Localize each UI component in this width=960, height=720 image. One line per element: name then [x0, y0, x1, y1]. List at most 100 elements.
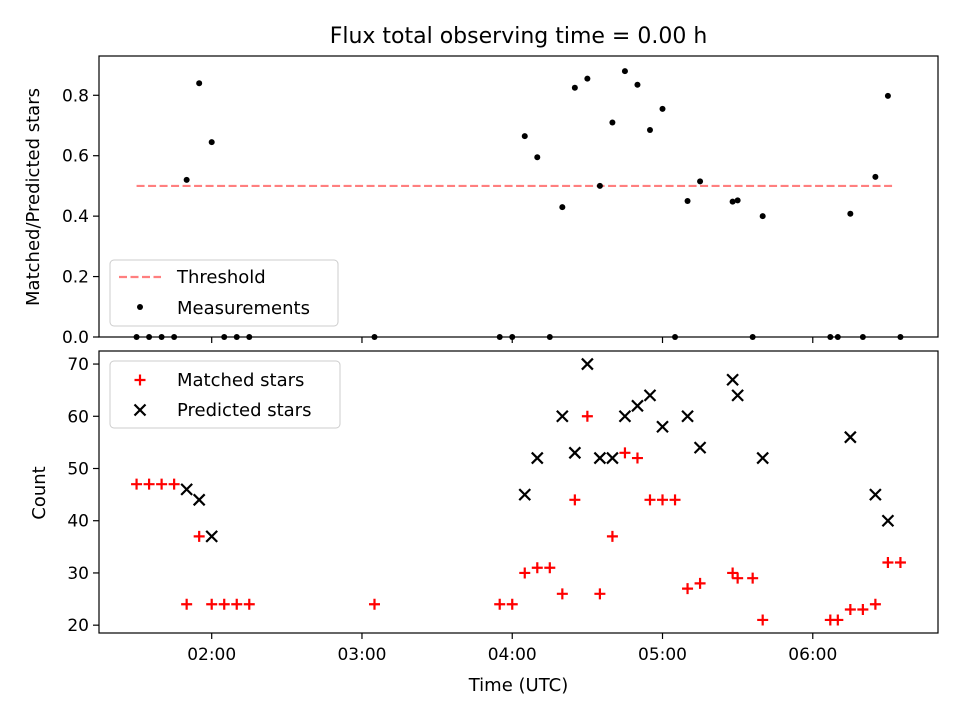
predicted-star-point [205, 530, 218, 543]
bottom-x-tick-label: 03:00 [337, 645, 386, 665]
top-legend: Threshold Measurements [109, 259, 339, 327]
bottom-x-tick-label: 02:00 [187, 645, 236, 665]
legend-threshold-label: Threshold [176, 267, 266, 288]
matched-star-point [131, 478, 143, 490]
predicted-star-point [643, 389, 657, 402]
measurement-point [759, 213, 766, 220]
matched-star-point [531, 562, 543, 574]
bottom-y-tick-label: 60 [67, 407, 89, 427]
predicted-star-point [656, 420, 669, 433]
matched-star-point [556, 588, 568, 600]
measurement-point [847, 210, 854, 217]
bottom-legend-box [109, 360, 341, 429]
bottom-legend: Matched stars Predicted stars [109, 360, 341, 429]
top-legend-box [109, 259, 339, 327]
top-y-tick-label: 0.8 [62, 86, 89, 106]
predicted-star-point [631, 399, 644, 413]
matched-star-point [757, 614, 769, 626]
matched-star-point [882, 557, 894, 568]
matched-star-point [694, 577, 706, 589]
matched-star-point [682, 583, 694, 595]
bottom-y-tick-label: 30 [67, 564, 89, 584]
measurement-point [559, 204, 566, 211]
matched-star-point [181, 598, 193, 610]
measurement-point [208, 139, 215, 146]
predicted-star-point [556, 410, 569, 423]
matched-star-point [544, 562, 556, 574]
matched-star-point [494, 598, 506, 610]
matched-star-point [844, 604, 856, 615]
legend-matched-label: Matched stars [177, 370, 304, 391]
predicted-star-point [693, 441, 707, 454]
predicted-star-point [756, 451, 769, 465]
measurement-point [697, 178, 704, 185]
measurement-point [621, 68, 628, 75]
x-axis-label: Time (UTC) [468, 675, 569, 696]
predicted-star-point [606, 451, 619, 465]
matched-star-point [218, 598, 230, 610]
measurement-point [571, 84, 578, 91]
matched-star-point [168, 478, 180, 490]
matched-star-point [231, 598, 243, 610]
predicted-star-point [681, 410, 694, 423]
bottom-panel: 20 30 40 50 60 70 02:00 03:00 04:00 05:00 06:00 Mat… [67, 350, 939, 665]
bottom-x-tick-label: 05:00 [638, 645, 687, 665]
matched-star-point [732, 572, 744, 584]
measurement-point [734, 197, 741, 204]
matched-star-point [519, 567, 531, 579]
matched-star-point [727, 567, 739, 579]
matched-star-point [657, 494, 669, 506]
predicted-star-point [192, 493, 206, 507]
legend-predicted-swatch [133, 403, 147, 417]
legend-measurements-label: Measurements [177, 298, 310, 319]
legend-measurements-swatch [137, 304, 143, 310]
matched-star-point [143, 478, 155, 490]
matched-star-point [869, 598, 881, 610]
measurement-point [596, 182, 603, 189]
measurement-point [729, 198, 736, 205]
measurement-point [584, 75, 591, 82]
predicted-star-point [881, 514, 895, 527]
matched-star-point [606, 530, 618, 542]
predicted-star-point [726, 373, 739, 386]
matched-star-point [243, 598, 255, 610]
bottom-y-axis-label: Count [29, 466, 50, 519]
top-y-tick-label: 0.2 [62, 268, 89, 288]
measurement-point [872, 173, 879, 180]
top-panel: 0.0 0.2 0.4 0.6 0.8 Threshold Measurements [62, 55, 939, 348]
top-y-tick-label: 0.6 [62, 147, 89, 167]
measurement-point [646, 127, 653, 134]
predicted-star-point [180, 483, 193, 496]
measurement-point [609, 119, 616, 126]
top-y-tick-label: 0.0 [62, 328, 89, 348]
matched-star-point [631, 452, 643, 464]
matched-star-point [594, 588, 606, 600]
legend-matched-swatch [134, 374, 146, 386]
matched-star-point [894, 557, 906, 568]
predicted-star-point [518, 488, 532, 501]
top-y-axis-label: Matched/Predicted stars [23, 88, 44, 306]
matched-star-point [747, 572, 759, 584]
measurement-point [684, 198, 691, 205]
bottom-x-tick-label: 04:00 [488, 645, 537, 665]
bottom-plot-frame [98, 350, 939, 634]
bottom-y-tick-label: 20 [67, 616, 89, 636]
top-plot-frame [98, 55, 939, 338]
predicted-star-point [731, 389, 744, 402]
bottom-x-tick-label: 06:00 [788, 645, 837, 665]
matched-star-point [832, 614, 844, 626]
predicted-star-point [869, 488, 882, 501]
measurement-point [534, 154, 541, 161]
matched-star-point [644, 494, 656, 506]
measurement-point [521, 133, 528, 140]
matched-star-point [669, 494, 681, 506]
predicted-star-point [844, 430, 857, 444]
measurement-point [196, 80, 203, 87]
predicted-star-point [568, 446, 582, 460]
bottom-y-tick-label: 70 [67, 355, 89, 375]
measurement-point [659, 105, 666, 112]
matched-star-point [857, 604, 869, 615]
matched-star-point [206, 598, 218, 610]
predicted-star-point [618, 410, 632, 423]
